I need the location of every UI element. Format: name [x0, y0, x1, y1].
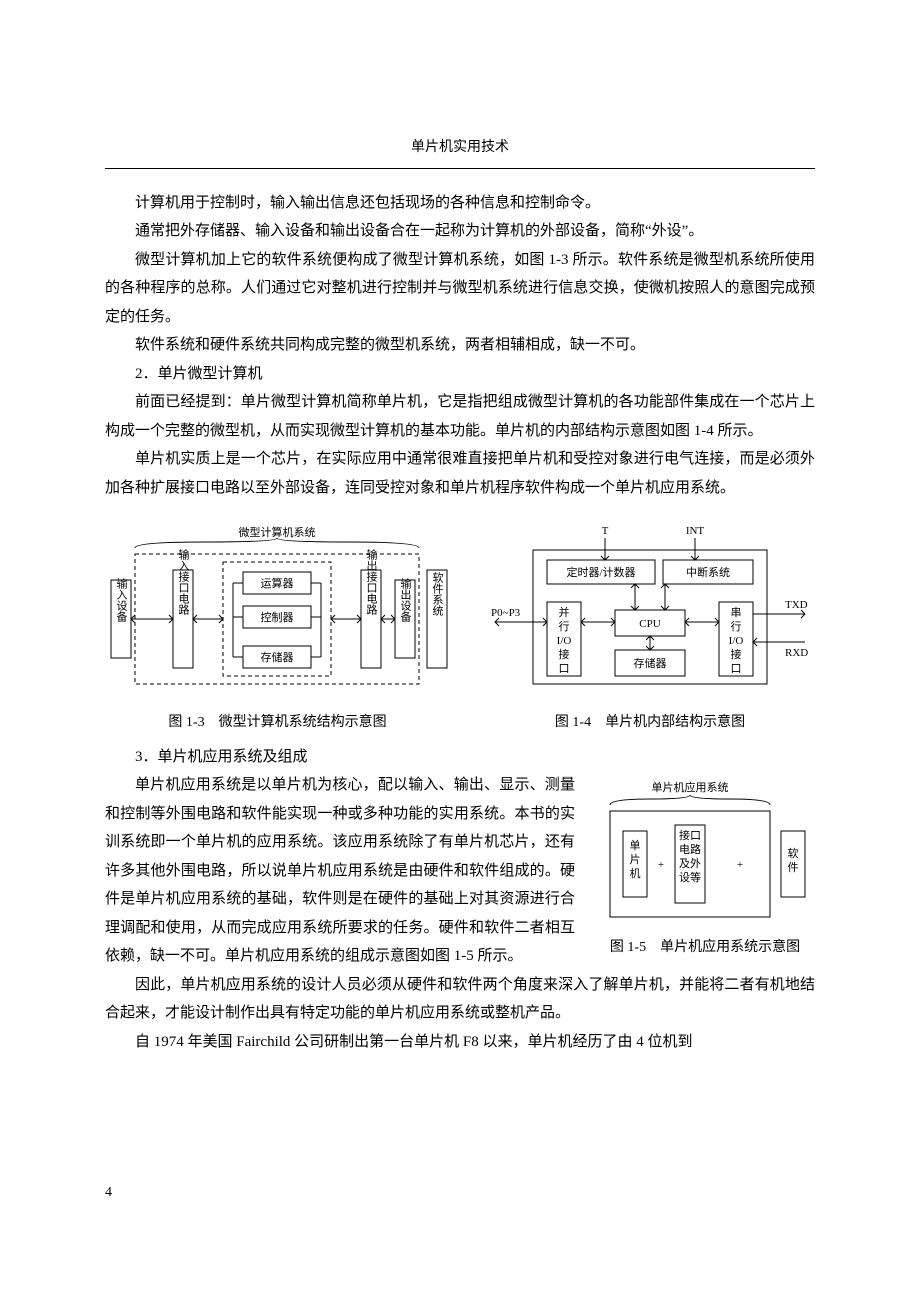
fig13-ctrl: 控制器 [261, 610, 294, 624]
fig14-txd: TXD [785, 599, 808, 611]
section-heading: 2．单片微型计算机 [105, 360, 815, 389]
fig13-input-dev: 输入设备 [115, 577, 128, 623]
figure-1-3: 微型计算机系统 [105, 522, 450, 737]
svg-text:接: 接 [559, 648, 570, 661]
svg-text:I/O: I/O [557, 635, 572, 647]
paragraph: 微型计算机加上它的软件系统便构成了微型计算机系统，如图 1-3 所示。软件系统是… [105, 246, 815, 332]
paragraph: 通常把外存储器、输入设备和输出设备合在一起称为计算机的外部设备，简称“外设”。 [105, 217, 815, 246]
paragraph: 计算机用于控制时，输入输出信息还包括现场的各种信息和控制命令。 [105, 189, 815, 218]
fig13-out-if: 输出接口电路 [365, 548, 378, 616]
fig15-title: 单片机应用系统 [652, 780, 729, 794]
figure-1-4: T INT 定时器/计数器 中断系统 CPU [485, 522, 815, 737]
svg-text:单: 单 [630, 839, 641, 852]
svg-text:口: 口 [731, 663, 742, 675]
figure-1-4-svg: T INT 定时器/计数器 中断系统 CPU [485, 522, 815, 702]
svg-text:片: 片 [630, 853, 641, 866]
paragraph: 软件系统和硬件系统共同构成完整的微型机系统，两者相辅相成，缺一不可。 [105, 331, 815, 360]
svg-text:机: 机 [630, 866, 641, 880]
fig13-alu: 运算器 [261, 576, 294, 590]
figure-1-5-caption: 图 1-5 单片机应用系统示意图 [610, 935, 800, 962]
paragraph: 自 1974 年美国 Fairchild 公司研制出第一台单片机 F8 以来，单… [105, 1028, 815, 1057]
svg-text:I/O: I/O [729, 635, 744, 647]
fig14-mem: 存储器 [634, 656, 667, 670]
running-header: 单片机实用技术 [105, 135, 815, 162]
fig13-mem: 存储器 [261, 650, 294, 664]
svg-text:件: 件 [788, 861, 799, 874]
fig14-intsys: 中断系统 [686, 565, 730, 579]
fig13-output-dev: 输出设备 [399, 577, 412, 623]
fig13-in-if: 输入接口电路 [177, 548, 190, 616]
fig15-plus1: + [658, 859, 664, 871]
fig14-int: INT [686, 525, 705, 537]
header-rule [105, 168, 815, 169]
svg-text:设等: 设等 [679, 870, 701, 884]
figures-row: 微型计算机系统 [105, 522, 815, 737]
svg-text:并: 并 [559, 605, 570, 619]
svg-text:行: 行 [731, 620, 742, 633]
svg-text:接口: 接口 [679, 829, 701, 842]
paragraph: 前面已经提到：单片微型计算机简称单片机，它是指把组成微型计算机的各功能部件集成在… [105, 388, 815, 445]
fig15-plus2: + [737, 859, 743, 871]
figure-1-5: 单片机应用系统 + + 单 片 机 接口 电路 [595, 777, 815, 962]
section-heading: 3．单片机应用系统及组成 [105, 743, 815, 772]
page-number: 4 [105, 1180, 112, 1207]
paragraph: 单片机实质上是一个芯片，在实际应用中通常很难直接把单片机和受控对象进行电气连接，… [105, 445, 815, 502]
fig14-rxd: RXD [785, 647, 808, 659]
svg-text:串: 串 [731, 606, 742, 619]
svg-text:电路: 电路 [679, 843, 701, 856]
svg-text:及外: 及外 [679, 857, 701, 870]
svg-text:行: 行 [559, 620, 570, 633]
figure-1-3-svg: 微型计算机系统 [105, 522, 450, 702]
fig14-p0p3: P0~P3 [491, 607, 521, 619]
svg-text:口: 口 [559, 663, 570, 675]
fig14-cpu: CPU [639, 618, 660, 630]
fig14-t: T [602, 525, 609, 537]
figure-1-5-svg: 单片机应用系统 + + 单 片 机 接口 电路 [595, 777, 815, 927]
svg-text:接: 接 [731, 648, 742, 661]
fig13-title: 微型计算机系统 [239, 525, 316, 539]
figure-1-3-caption: 图 1-3 微型计算机系统结构示意图 [168, 710, 386, 737]
page: 单片机实用技术 计算机用于控制时，输入输出信息还包括现场的各种信息和控制命令。 … [0, 0, 920, 1302]
paragraph: 因此，单片机应用系统的设计人员必须从硬件和软件两个角度来深入了解单片机，并能将二… [105, 971, 815, 1028]
fig13-sw: 软件系统 [431, 571, 444, 616]
figure-1-4-caption: 图 1-4 单片机内部结构示意图 [555, 710, 745, 737]
fig14-timer: 定时器/计数器 [566, 565, 635, 579]
svg-text:软: 软 [788, 846, 799, 860]
